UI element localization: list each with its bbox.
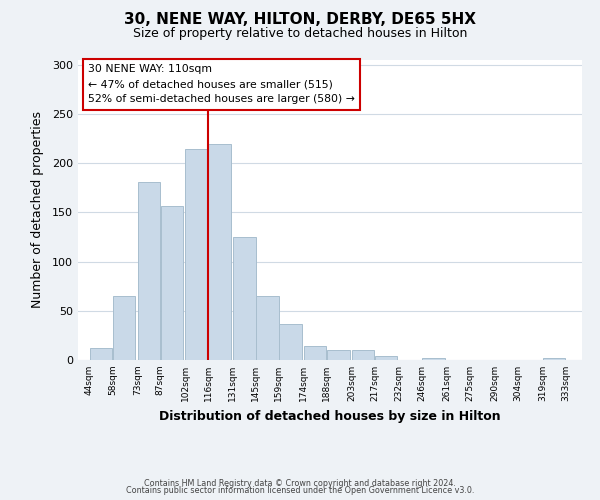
Bar: [327, 350, 350, 360]
Bar: [304, 346, 326, 360]
Bar: [137, 182, 160, 360]
Bar: [375, 356, 397, 360]
Bar: [543, 358, 565, 360]
X-axis label: Distribution of detached houses by size in Hilton: Distribution of detached houses by size …: [159, 410, 501, 422]
Bar: [352, 350, 374, 360]
Text: Contains HM Land Registry data © Crown copyright and database right 2024.: Contains HM Land Registry data © Crown c…: [144, 478, 456, 488]
Bar: [90, 348, 112, 360]
Text: Size of property relative to detached houses in Hilton: Size of property relative to detached ho…: [133, 28, 467, 40]
Bar: [161, 206, 183, 360]
Y-axis label: Number of detached properties: Number of detached properties: [31, 112, 44, 308]
Bar: [233, 237, 256, 360]
Bar: [256, 296, 278, 360]
Bar: [113, 296, 136, 360]
Text: 30 NENE WAY: 110sqm
← 47% of detached houses are smaller (515)
52% of semi-detac: 30 NENE WAY: 110sqm ← 47% of detached ho…: [88, 64, 355, 104]
Text: 30, NENE WAY, HILTON, DERBY, DE65 5HX: 30, NENE WAY, HILTON, DERBY, DE65 5HX: [124, 12, 476, 28]
Text: Contains public sector information licensed under the Open Government Licence v3: Contains public sector information licen…: [126, 486, 474, 495]
Bar: [422, 358, 445, 360]
Bar: [185, 148, 208, 360]
Bar: [279, 324, 302, 360]
Bar: [208, 144, 231, 360]
